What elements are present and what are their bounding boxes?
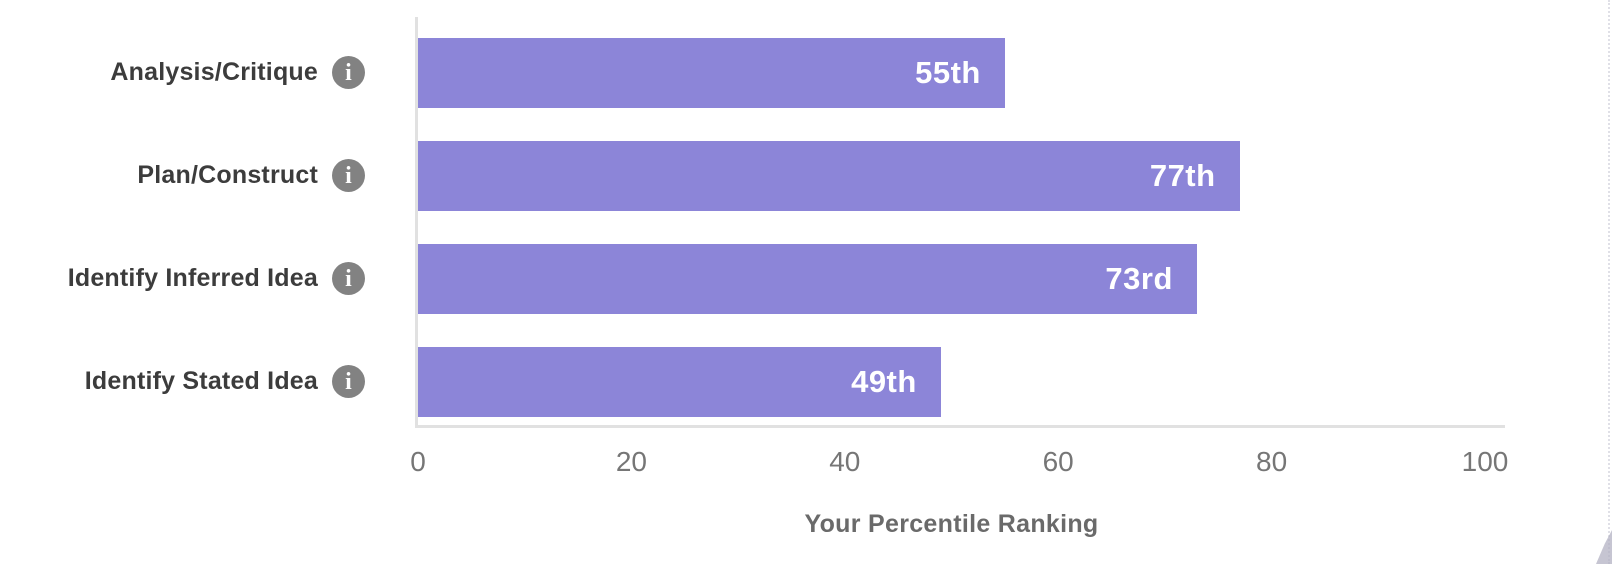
x-axis-title: Your Percentile Ranking — [804, 510, 1099, 538]
bar-plan-construct: 77th — [418, 140, 1240, 211]
info-icon[interactable]: i — [332, 262, 365, 295]
category-label: Analysis/Critique — [110, 58, 318, 86]
bar-value-label: 55th — [915, 54, 981, 90]
bar-value-label: 77th — [1149, 157, 1216, 193]
x-tick: 0 — [410, 446, 426, 477]
info-icon[interactable]: i — [332, 159, 365, 192]
category-label-group: Identify Inferred Idea i — [0, 262, 418, 295]
category-label: Plan/Construct — [137, 161, 318, 189]
bar-identify-inferred-idea: 73rd — [418, 243, 1197, 314]
chart-rows: Analysis/Critique i 55th Plan/Construct … — [0, 21, 1612, 433]
bar-track: 77th — [418, 140, 1485, 211]
x-axis-ticks: 0 20 40 60 80 100 — [410, 446, 1508, 480]
category-label: Identify Inferred Idea — [67, 264, 318, 292]
category-label-group: Plan/Construct i — [0, 159, 418, 192]
chart-row-plan-construct: Plan/Construct i 77th — [0, 124, 1612, 227]
page-edge-dotted-line — [1608, 0, 1610, 564]
chart-row-identify-stated-idea: Identify Stated Idea i 49th — [0, 330, 1612, 433]
category-label: Identify Stated Idea — [84, 367, 318, 395]
category-label-group: Analysis/Critique i — [0, 56, 418, 89]
bar-value-label: 73rd — [1105, 260, 1173, 296]
x-tick: 80 — [1256, 446, 1288, 477]
category-label-group: Identify Stated Idea i — [0, 365, 418, 398]
bar-identify-stated-idea: 49th — [418, 346, 941, 417]
x-tick: 60 — [1042, 446, 1074, 477]
x-axis-line — [415, 425, 1505, 428]
info-icon[interactable]: i — [332, 56, 365, 89]
bar-value-label: 49th — [851, 363, 917, 399]
info-icon[interactable]: i — [332, 365, 365, 398]
bar-track: 73rd — [418, 243, 1485, 314]
x-tick: 20 — [615, 446, 647, 477]
x-tick: 100 — [1461, 446, 1509, 477]
y-axis-line — [415, 17, 418, 428]
bar-analysis-critique: 55th — [418, 37, 1005, 108]
bar-track: 49th — [418, 346, 1485, 417]
x-tick: 40 — [829, 446, 861, 477]
chart-row-analysis-critique: Analysis/Critique i 55th — [0, 21, 1612, 124]
corner-fragment — [1596, 530, 1612, 564]
bar-track: 55th — [418, 37, 1485, 108]
chart-row-identify-inferred-idea: Identify Inferred Idea i 73rd — [0, 227, 1612, 330]
